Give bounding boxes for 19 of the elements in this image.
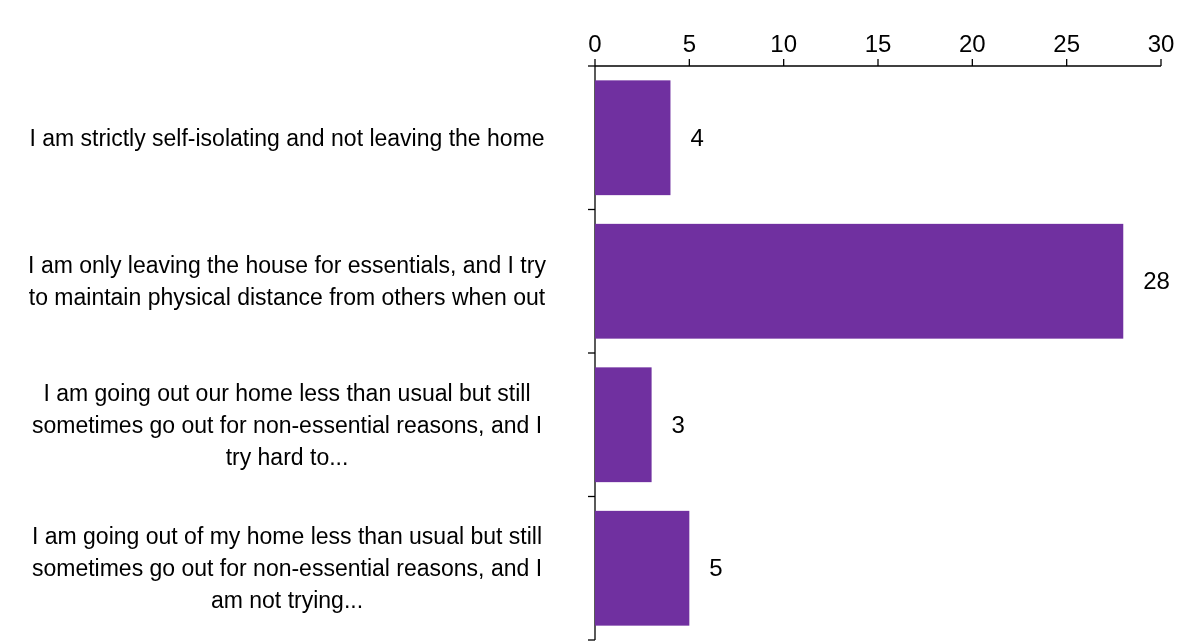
data-label: 28 — [1143, 267, 1170, 295]
x-tick-label: 25 — [1053, 30, 1081, 57]
bar — [595, 80, 671, 196]
x-tick-label: 5 — [682, 30, 697, 57]
x-tick-label: 30 — [1147, 30, 1175, 57]
x-tick-label: 20 — [958, 30, 986, 57]
bar — [595, 510, 690, 626]
data-label: 4 — [690, 123, 704, 151]
y-tick-label: I am going out of my home less than usual but still sometimes go out for non-essential reasons, and I am not trying... — [31, 523, 543, 614]
y-tick-label: I am going out our home less than usual but still sometimes go out for non-essential reasons, and I try hard to... — [31, 379, 543, 470]
data-label: 3 — [671, 410, 685, 438]
y-tick-label: I am strictly self-isolating and not leaving the home — [29, 124, 545, 151]
x-tick-label: 10 — [770, 30, 798, 57]
x-tick-label: 15 — [864, 30, 892, 57]
bar — [595, 367, 652, 483]
bar — [595, 223, 1124, 339]
x-tick-label: 0 — [588, 30, 602, 57]
data-label: 5 — [709, 554, 723, 582]
y-tick-label: I am only leaving the house for essentials, and I try to maintain physical distance from others when out — [28, 252, 547, 311]
